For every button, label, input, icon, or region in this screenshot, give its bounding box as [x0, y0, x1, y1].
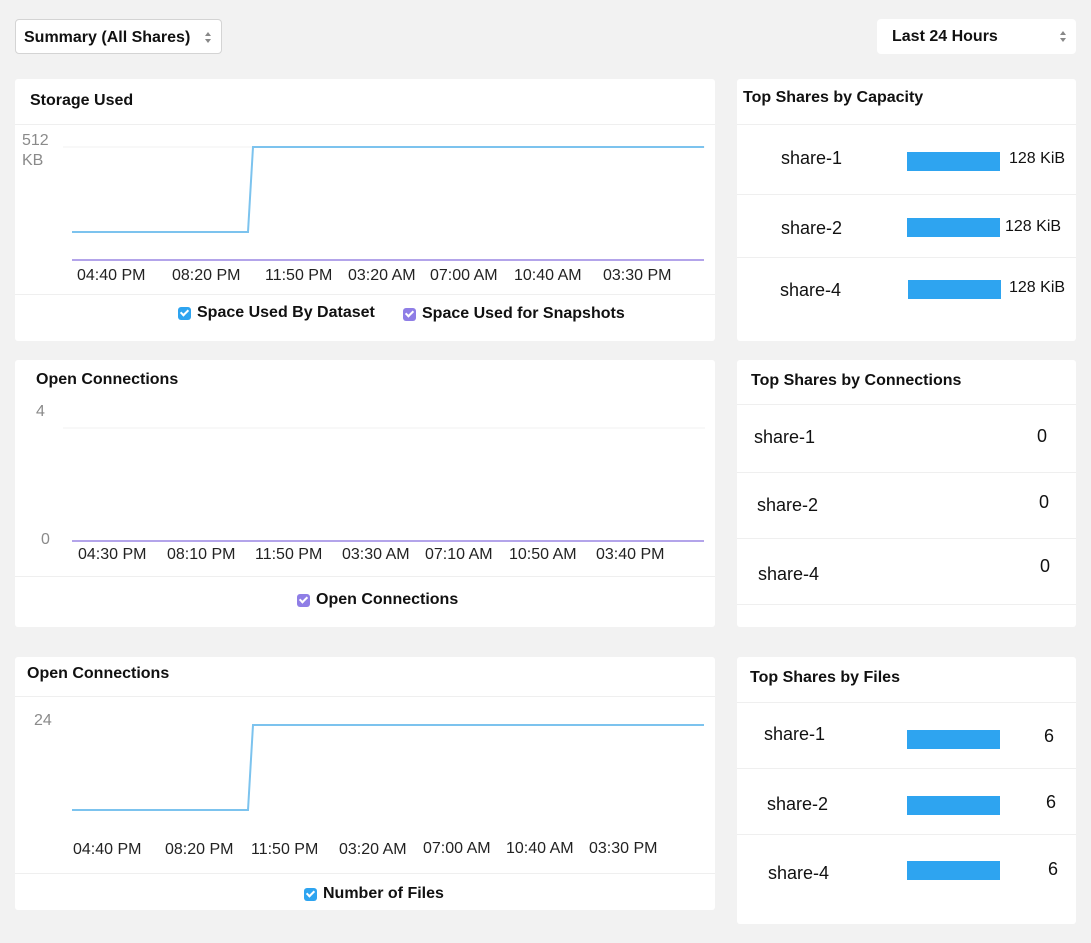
share-name: share-2	[781, 218, 842, 239]
legend-dataset[interactable]: Space Used By Dataset	[178, 304, 375, 322]
storage-plot	[15, 79, 715, 279]
card-title: Top Shares by Files	[750, 669, 900, 687]
legend-open-connections[interactable]: Open Connections	[297, 591, 458, 609]
share-value: 128 KiB	[1005, 218, 1061, 236]
capacity-bar	[907, 152, 1000, 171]
x-tick-label: 04:40 PM	[73, 841, 141, 859]
x-tick-label: 11:50 PM	[255, 546, 322, 564]
share-value: 128 KiB	[1009, 279, 1065, 297]
share-value: 6	[1046, 792, 1056, 813]
x-tick-label: 10:50 AM	[509, 546, 577, 564]
share-name: share-2	[757, 495, 818, 516]
share-value: 128 KiB	[1009, 150, 1065, 168]
x-tick-label: 08:10 PM	[167, 546, 235, 564]
share-value: 0	[1040, 556, 1050, 577]
x-tick-label: 08:20 PM	[172, 267, 240, 285]
share-name: share-1	[764, 724, 825, 745]
share-value: 0	[1037, 426, 1047, 447]
legend-label: Number of Files	[323, 885, 444, 903]
x-tick-label: 03:30 PM	[603, 267, 671, 285]
share-name: share-1	[754, 427, 815, 448]
dataset-line	[72, 147, 704, 232]
x-tick-label: 04:30 PM	[78, 546, 146, 564]
share-name: share-4	[780, 280, 841, 301]
legend-label: Space Used By Dataset	[197, 304, 375, 322]
x-tick-label: 11:50 PM	[265, 267, 332, 285]
legend-snapshots[interactable]: Space Used for Snapshots	[403, 305, 625, 323]
card-title: Top Shares by Capacity	[743, 89, 923, 107]
x-tick-label: 03:40 PM	[596, 546, 664, 564]
top-shares-connections-card: Top Shares by Connections share-1 0 shar…	[737, 360, 1076, 627]
checkbox-checked-icon[interactable]	[403, 308, 416, 321]
files-bar	[907, 861, 1000, 880]
files-plot	[15, 657, 715, 857]
x-tick-label: 07:10 AM	[425, 546, 493, 564]
checkbox-checked-icon[interactable]	[297, 594, 310, 607]
share-value: 0	[1039, 492, 1049, 513]
x-tick-label: 03:20 AM	[348, 267, 416, 285]
legend-label: Open Connections	[316, 591, 458, 609]
select-arrows-icon	[1060, 31, 1066, 42]
x-tick-label: 10:40 AM	[514, 267, 582, 285]
files-chart-card: Open Connections 24 04:40 PM 08:20 PM 11…	[15, 657, 715, 910]
x-tick-label: 10:40 AM	[506, 840, 574, 858]
select-arrows-icon	[205, 32, 211, 43]
x-tick-label: 03:30 AM	[342, 546, 410, 564]
top-shares-capacity-card: Top Shares by Capacity share-1 128 KiB s…	[737, 79, 1076, 341]
x-tick-label: 08:20 PM	[165, 841, 233, 859]
x-tick-label: 07:00 AM	[423, 840, 491, 858]
files-bar	[907, 730, 1000, 749]
share-value: 6	[1044, 726, 1054, 747]
time-range-select[interactable]: Last 24 Hours	[877, 19, 1076, 54]
checkbox-checked-icon[interactable]	[304, 888, 317, 901]
x-tick-label: 03:20 AM	[339, 841, 407, 859]
x-tick-label: 07:00 AM	[430, 267, 498, 285]
share-name: share-4	[768, 863, 829, 884]
legend-number-of-files[interactable]: Number of Files	[304, 885, 444, 903]
time-range-select-value: Last 24 Hours	[892, 28, 998, 45]
checkbox-checked-icon[interactable]	[178, 307, 191, 320]
x-tick-label: 11:50 PM	[251, 841, 318, 859]
files-bar	[907, 796, 1000, 815]
scope-select-value: Summary (All Shares)	[24, 29, 190, 46]
files-line	[72, 725, 704, 810]
legend-label: Space Used for Snapshots	[422, 305, 625, 323]
top-shares-files-card: Top Shares by Files share-1 6 share-2 6 …	[737, 657, 1076, 924]
scope-select[interactable]: Summary (All Shares)	[15, 19, 222, 54]
share-name: share-2	[767, 794, 828, 815]
capacity-bar	[907, 218, 1000, 237]
share-value: 6	[1048, 859, 1058, 880]
capacity-bar	[908, 280, 1001, 299]
open-connections-card: Open Connections 4 0 04:30 PM 08:10 PM 1…	[15, 360, 715, 627]
card-title: Top Shares by Connections	[751, 372, 961, 390]
connections-plot	[15, 360, 715, 560]
share-name: share-1	[781, 148, 842, 169]
storage-used-card: Storage Used 512 KB 04:40 PM 08:20 PM 11…	[15, 79, 715, 341]
share-name: share-4	[758, 564, 819, 585]
x-tick-label: 04:40 PM	[77, 267, 145, 285]
x-tick-label: 03:30 PM	[589, 840, 657, 858]
